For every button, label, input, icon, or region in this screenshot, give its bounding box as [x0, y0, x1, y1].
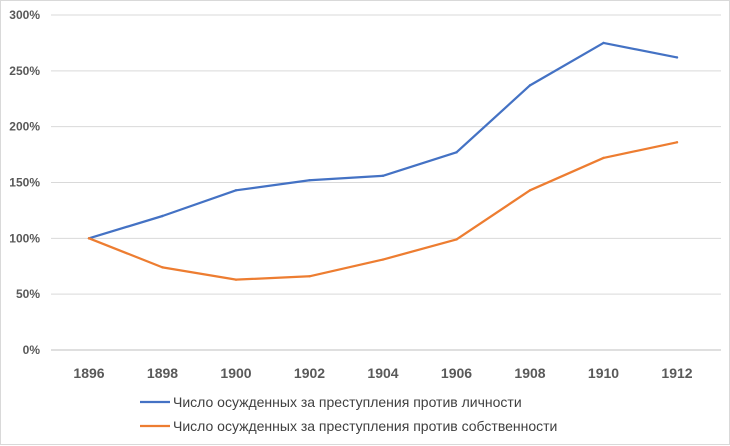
data-point: [381, 174, 385, 177]
data-point: [528, 84, 532, 87]
x-axis-ticks: 1896 1898 1900 1902 1904 1906 1908 1910 1912: [73, 365, 692, 381]
y-tick-label: 300%: [9, 8, 40, 22]
x-tick-label: 1908: [514, 365, 545, 381]
y-tick-label: 200%: [9, 120, 40, 134]
data-point: [308, 275, 311, 278]
data-point: [602, 41, 605, 45]
data-point: [528, 189, 532, 192]
data-point: [602, 156, 605, 160]
x-tick-label: 1902: [294, 365, 325, 381]
data-point: [455, 151, 458, 154]
y-tick-label: 50%: [16, 287, 40, 301]
data-point: [161, 266, 164, 269]
series-lines: [87, 41, 679, 281]
y-tick-label: 100%: [9, 231, 40, 245]
y-tick-label: 250%: [9, 64, 40, 78]
gridlines: [51, 14, 721, 351]
data-point: [455, 238, 458, 241]
y-tick-label: 0%: [23, 343, 41, 357]
data-point: [87, 237, 91, 240]
series-line-1: [87, 41, 679, 240]
data-point: [234, 278, 238, 281]
data-point: [234, 189, 238, 192]
legend-label-2: Число осужденных за преступления против …: [173, 418, 557, 434]
x-tick-label: 1912: [661, 365, 692, 381]
x-tick-label: 1906: [441, 365, 472, 381]
legend: Число осужденных за преступления против …: [140, 394, 557, 434]
data-point: [161, 214, 164, 218]
data-point: [308, 179, 311, 182]
legend-label-1: Число осужденных за преступления против …: [173, 394, 522, 410]
x-tick-label: 1910: [588, 365, 619, 381]
x-tick-label: 1900: [220, 365, 251, 381]
x-tick-label: 1904: [367, 365, 398, 381]
x-tick-label: 1896: [73, 365, 104, 381]
data-point: [675, 56, 679, 59]
data-point: [675, 141, 679, 144]
data-point: [381, 258, 385, 261]
x-tick-label: 1898: [147, 365, 178, 381]
y-tick-label: 150%: [9, 176, 40, 190]
y-axis-ticks: 0% 50% 100% 150% 200% 250% 300%: [9, 8, 40, 357]
